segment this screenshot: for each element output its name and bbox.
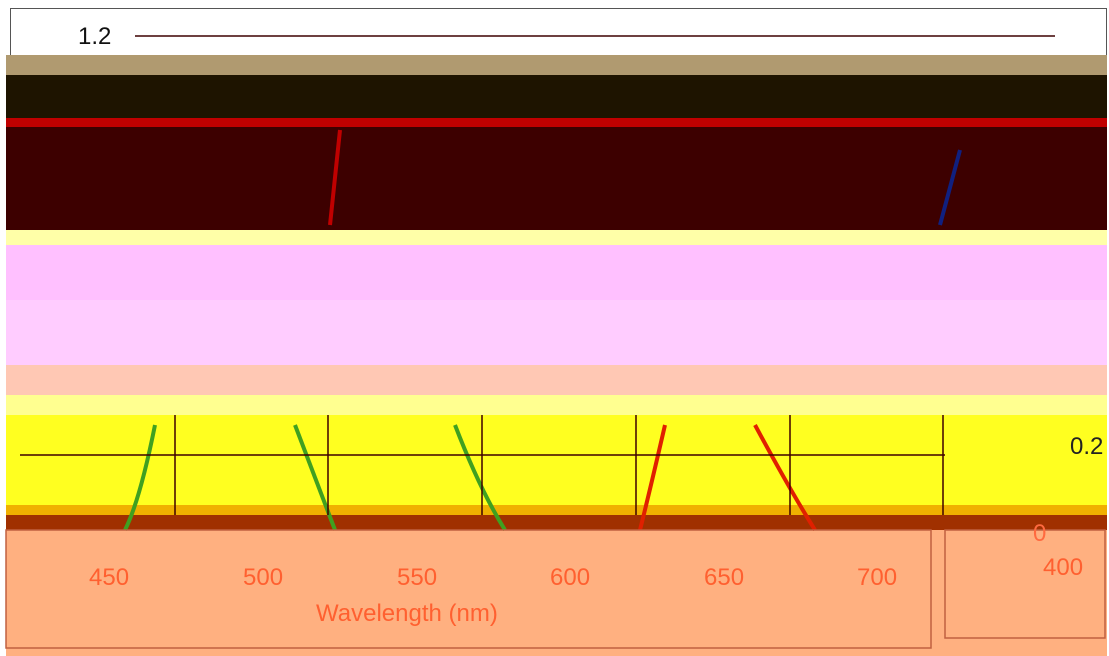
x-axis-label: Wavelength (nm) <box>316 600 498 628</box>
x-label: 600 <box>550 564 590 592</box>
overlay <box>0 0 1109 656</box>
x-label: 550 <box>397 564 437 592</box>
curve <box>330 130 340 225</box>
y-label: 1.2 <box>78 23 111 51</box>
y-label: 0.2 <box>1070 433 1103 461</box>
x-label: 450 <box>89 564 129 592</box>
x-label: 650 <box>704 564 744 592</box>
curve <box>755 425 815 530</box>
curves <box>125 130 960 530</box>
curve <box>125 425 155 530</box>
inset-frame <box>945 530 1105 638</box>
x-label: 700 <box>857 564 897 592</box>
curve <box>940 150 960 225</box>
curve <box>295 425 335 530</box>
x-label: 500 <box>243 564 283 592</box>
screenshot: 1.2 0.2 0 400 450 500 550 600 650 700 Wa… <box>0 0 1109 656</box>
grid <box>20 36 1055 515</box>
curve <box>455 425 505 530</box>
curve <box>640 425 665 530</box>
y-label: 0 <box>1033 520 1046 548</box>
side-label: 400 <box>1043 554 1083 582</box>
plot-frame <box>6 530 931 648</box>
